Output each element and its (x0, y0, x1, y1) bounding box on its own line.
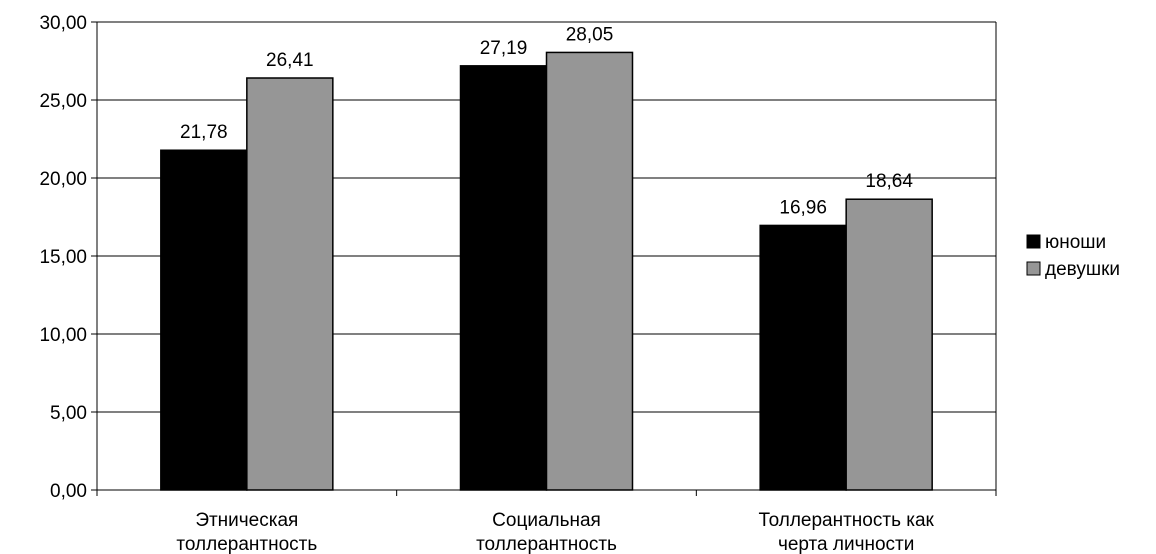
labels: 0,00 5,00 10,00 15,00 20,00 25,00 30,00 21,78 26… (39, 13, 934, 554)
category-label: толлерантность (476, 534, 617, 554)
data-label: 27,19 (480, 38, 528, 59)
y-tick-label: 25,00 (39, 91, 87, 112)
y-tick-label: 5,00 (50, 403, 87, 424)
data-label: 16,96 (779, 197, 827, 218)
data-label: 28,05 (566, 24, 614, 45)
bar-юноши-1 (459, 65, 548, 491)
bar-девушки-1 (545, 51, 634, 491)
legend-swatch (1026, 261, 1041, 276)
bar-девушки-0 (246, 77, 334, 491)
bars (160, 51, 933, 491)
y-tick-label: 20,00 (39, 169, 87, 190)
legend-entry: юноши (1045, 232, 1106, 253)
bar-девушки-2 (845, 198, 933, 491)
data-label: 26,41 (266, 50, 314, 71)
y-tick-label: 10,00 (39, 325, 87, 346)
data-label: 21,78 (180, 122, 228, 143)
category-label: черта личности (778, 534, 914, 554)
y-tick-label: 30,00 (39, 13, 87, 34)
legend-entry: девушки (1045, 259, 1120, 280)
bar-юноши-2 (759, 224, 847, 491)
legend: юноши девушки (1026, 232, 1120, 280)
axes (91, 21, 997, 496)
bar-юноши-0 (160, 149, 248, 491)
legend-swatch (1026, 234, 1041, 249)
data-label: 18,64 (865, 171, 913, 192)
category-label: Этническая (195, 510, 298, 531)
category-label: Социальная (492, 510, 601, 531)
y-tick-label: 0,00 (50, 481, 87, 502)
y-tick-label: 15,00 (39, 247, 87, 268)
category-label: Толлерантность как (758, 510, 934, 531)
category-label: толлерантность (176, 534, 317, 554)
